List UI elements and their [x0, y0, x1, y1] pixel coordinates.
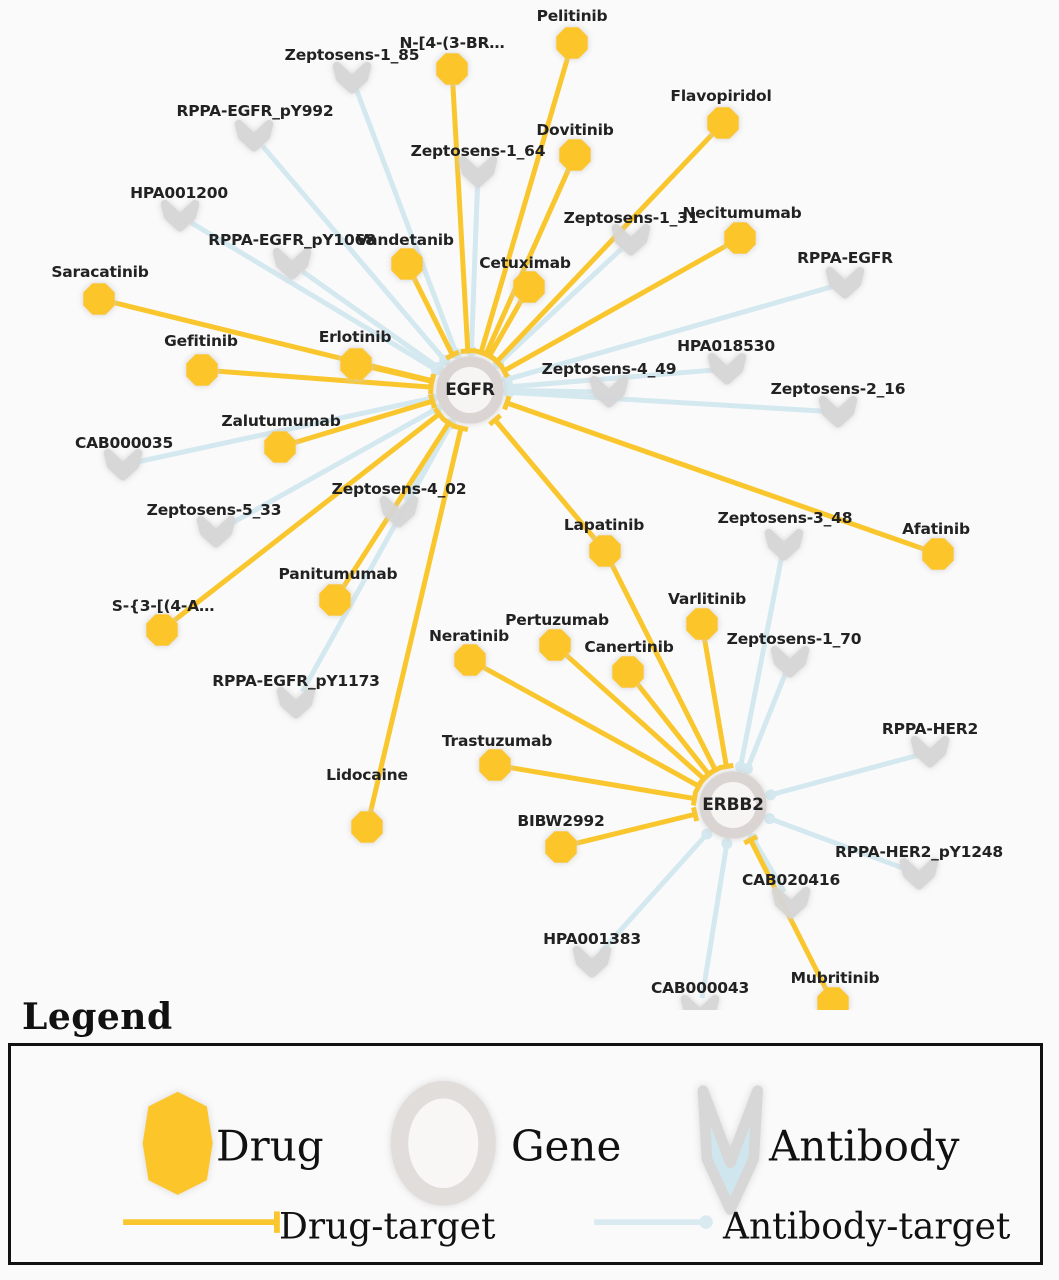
legend-antibody-target-edge	[594, 1215, 713, 1229]
antibody-node[interactable]	[589, 375, 629, 408]
antibody-node[interactable]	[707, 352, 747, 385]
antibody-node[interactable]	[899, 857, 939, 890]
antibody-node[interactable]	[272, 247, 312, 280]
drug-node[interactable]	[513, 271, 545, 303]
legend-label-drug: Drug	[216, 1121, 324, 1171]
antibody-node[interactable]	[276, 686, 316, 719]
drug-node[interactable]	[686, 608, 718, 640]
antibody-node[interactable]	[680, 994, 720, 1010]
legend-drug-icon	[142, 1091, 213, 1195]
drug-node[interactable]	[351, 811, 383, 843]
drug-node[interactable]	[724, 222, 756, 254]
drug-node[interactable]	[817, 987, 849, 1010]
edges-layer	[111, 54, 927, 999]
antibody-node[interactable]	[910, 735, 950, 768]
legend-label-drug-target: Drug-target	[279, 1206, 496, 1248]
drug-node[interactable]	[454, 644, 486, 676]
antibody-node[interactable]	[825, 266, 865, 299]
drug-node[interactable]	[391, 248, 423, 280]
legend-label-antibody-target: Antibody-target	[723, 1206, 1011, 1248]
legend-title: Legend	[22, 996, 173, 1038]
antibody-node[interactable]	[764, 528, 804, 561]
drug-node[interactable]	[545, 831, 577, 863]
legend-antibody-icon	[697, 1085, 763, 1215]
drug-node[interactable]	[436, 53, 468, 85]
drug-node[interactable]	[559, 139, 591, 171]
drug-node[interactable]	[612, 656, 644, 688]
legend-box: Drug Gene Antibody Drug-target Antibody-…	[8, 1043, 1043, 1265]
antibody-node[interactable]	[572, 945, 612, 978]
gene-node-erbb2[interactable]	[699, 771, 767, 839]
antibody-node[interactable]	[379, 495, 419, 528]
drug-node[interactable]	[539, 629, 571, 661]
drug-node[interactable]	[340, 348, 372, 380]
antibody-node[interactable]	[103, 448, 143, 481]
drug-node[interactable]	[922, 538, 954, 570]
drug-node[interactable]	[589, 535, 621, 567]
antibody-node[interactable]	[234, 119, 274, 152]
antibody-node[interactable]	[160, 199, 200, 232]
antibody-node[interactable]	[458, 155, 498, 188]
legend-label-gene: Gene	[511, 1121, 622, 1171]
nodes-layer	[83, 27, 954, 1010]
drug-node[interactable]	[146, 614, 178, 646]
drug-node[interactable]	[319, 584, 351, 616]
legend-drug-target-edge	[123, 1211, 280, 1233]
drug-node[interactable]	[264, 431, 296, 463]
legend-label-antibody: Antibody	[769, 1121, 960, 1171]
legend-canvas	[123, 1081, 763, 1233]
drug-node[interactable]	[186, 354, 218, 386]
gene-node-egfr[interactable]	[436, 356, 504, 424]
drug-node[interactable]	[556, 27, 588, 59]
antibody-node[interactable]	[818, 395, 858, 428]
antibody-node[interactable]	[611, 223, 651, 256]
antibody-node[interactable]	[770, 645, 810, 678]
drug-node[interactable]	[83, 283, 115, 315]
drug-node[interactable]	[707, 107, 739, 139]
drug-node[interactable]	[479, 749, 511, 781]
antibody-node[interactable]	[332, 61, 372, 94]
legend-gene-icon	[390, 1081, 496, 1206]
antibody-node[interactable]	[196, 515, 236, 548]
network-canvas[interactable]	[0, 0, 1059, 1010]
antibody-node[interactable]	[771, 886, 811, 919]
